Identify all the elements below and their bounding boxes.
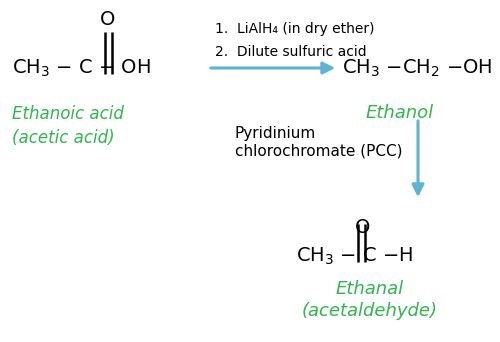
Text: CH$_3$ $-$ C $-$H: CH$_3$ $-$ C $-$H (296, 245, 413, 267)
Text: O: O (356, 218, 370, 237)
Text: Ethanoic acid: Ethanoic acid (12, 105, 124, 123)
Text: (acetic acid): (acetic acid) (12, 129, 115, 147)
Text: Ethanal: Ethanal (336, 280, 404, 298)
Text: Ethanol: Ethanol (366, 104, 434, 122)
Text: (acetaldehyde): (acetaldehyde) (302, 302, 438, 320)
Text: CH$_3$ $-$CH$_2$ $-$OH: CH$_3$ $-$CH$_2$ $-$OH (342, 57, 492, 79)
Text: 1.  LiAlH₄ (in dry ether): 1. LiAlH₄ (in dry ether) (215, 22, 374, 36)
Text: Pyridinium
chlorochromate (PCC): Pyridinium chlorochromate (PCC) (235, 126, 402, 158)
Text: O: O (100, 10, 116, 29)
Text: 2.  Dilute sulfuric acid: 2. Dilute sulfuric acid (215, 45, 366, 59)
Text: CH$_3$ $-$ C $-$ OH: CH$_3$ $-$ C $-$ OH (12, 57, 150, 79)
